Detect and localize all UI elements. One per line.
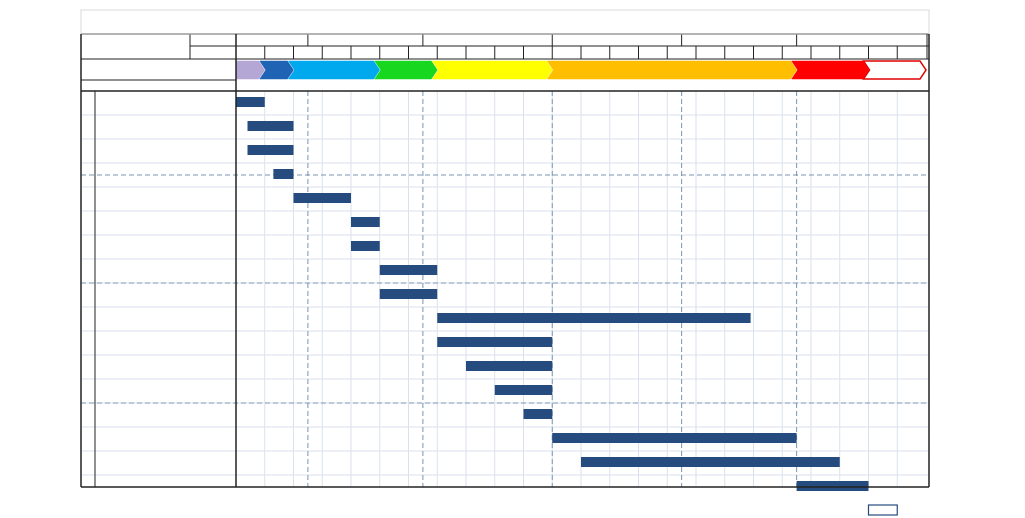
task-bar-18 [867, 504, 898, 516]
phase-bar-layer [235, 60, 927, 80]
frame-layer [80, 9, 930, 488]
task-bar-12 [466, 361, 553, 371]
task-bar-14 [523, 409, 553, 419]
phase-chevron-6 [546, 60, 797, 80]
phase-chevron-8 [862, 60, 927, 80]
task-bar-16 [581, 457, 840, 467]
phase-chevron-1 [235, 60, 266, 80]
phase-chevron-3 [288, 60, 381, 80]
task-bar-10 [437, 313, 751, 323]
task-bar-11 [437, 337, 553, 347]
phase-chevron-7 [791, 60, 869, 80]
task-bar-3 [247, 145, 294, 155]
task-bar-8 [379, 265, 438, 275]
task-bar-2 [247, 121, 294, 131]
task-bar-1 [236, 97, 265, 107]
title-area-border [80, 9, 930, 35]
phase-chevron-5 [431, 60, 553, 80]
grid-layer [81, 91, 929, 487]
task-bar-17 [796, 481, 869, 491]
phase-chevron-4 [374, 60, 438, 80]
task-bar-4 [273, 169, 294, 179]
task-bar-13 [494, 385, 553, 395]
task-bar-15 [552, 433, 797, 443]
task-bar-7 [351, 241, 380, 251]
task-bar-5 [293, 193, 351, 203]
task-bar-layer [236, 97, 898, 516]
task-bar-6 [351, 217, 380, 227]
phase-chevron-2 [259, 60, 294, 80]
task-bar-9 [379, 289, 438, 299]
